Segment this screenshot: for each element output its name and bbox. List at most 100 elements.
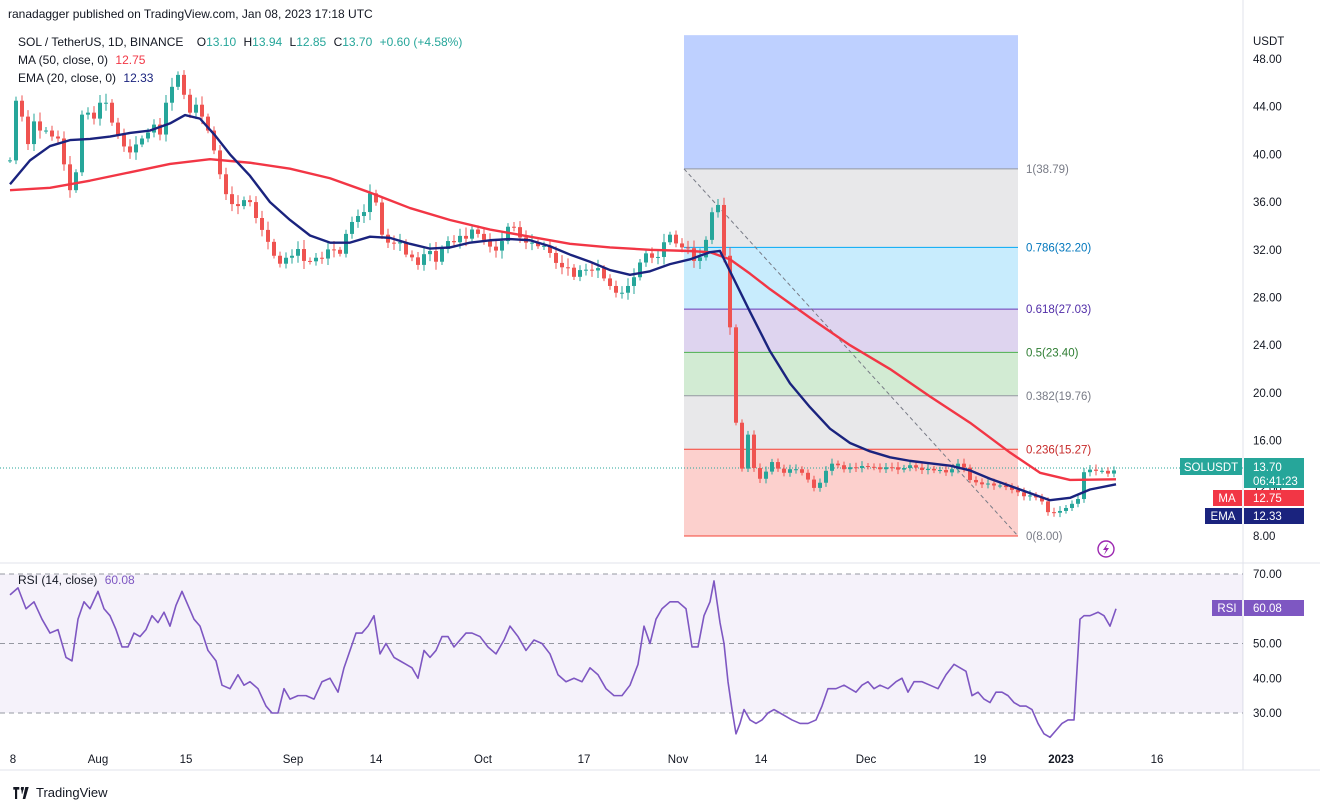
candle[interactable] xyxy=(1082,467,1086,503)
candle[interactable] xyxy=(866,463,870,470)
candle[interactable] xyxy=(872,463,876,471)
candle[interactable] xyxy=(728,247,732,335)
symbol-title[interactable]: SOL / TetherUS, 1D, BINANCE xyxy=(18,35,184,49)
candle[interactable] xyxy=(542,241,546,250)
candle[interactable] xyxy=(224,167,228,201)
candle[interactable] xyxy=(494,238,498,258)
candle[interactable] xyxy=(878,463,882,473)
candle[interactable] xyxy=(704,236,708,261)
candle[interactable] xyxy=(620,286,624,299)
candle[interactable] xyxy=(782,464,786,477)
candle[interactable] xyxy=(614,280,618,298)
candle[interactable] xyxy=(758,463,762,483)
candle[interactable] xyxy=(74,169,78,193)
candle[interactable] xyxy=(920,463,924,475)
candle[interactable] xyxy=(884,462,888,474)
candle[interactable] xyxy=(254,196,258,224)
candle[interactable] xyxy=(572,264,576,281)
candle[interactable] xyxy=(488,233,492,253)
candle[interactable] xyxy=(98,94,102,126)
candle[interactable] xyxy=(746,430,750,473)
candle[interactable] xyxy=(32,113,36,152)
candle[interactable] xyxy=(1094,464,1098,476)
candle[interactable] xyxy=(896,462,900,475)
candle[interactable] xyxy=(752,430,756,472)
candle[interactable] xyxy=(434,242,438,270)
ema-legend-label[interactable]: EMA (20, close, 0) xyxy=(18,71,117,85)
candle[interactable] xyxy=(68,155,72,198)
candle[interactable] xyxy=(194,97,198,120)
candle[interactable] xyxy=(92,106,96,125)
ma50-line[interactable] xyxy=(9,157,1117,482)
candle[interactable] xyxy=(134,136,138,160)
candle[interactable] xyxy=(230,186,234,212)
candle[interactable] xyxy=(296,241,300,263)
candle[interactable] xyxy=(1106,467,1110,477)
candle[interactable] xyxy=(842,461,846,473)
candle[interactable] xyxy=(512,221,516,232)
candle[interactable] xyxy=(86,107,90,120)
candle[interactable] xyxy=(980,478,984,488)
candle[interactable] xyxy=(470,226,474,242)
candle[interactable] xyxy=(974,476,978,486)
candle[interactable] xyxy=(734,324,738,426)
candle[interactable] xyxy=(158,118,162,141)
candle[interactable] xyxy=(290,249,294,264)
candle[interactable] xyxy=(644,248,648,267)
candle[interactable] xyxy=(890,462,894,472)
candle[interactable] xyxy=(236,195,240,215)
candle[interactable] xyxy=(1088,464,1092,477)
candle[interactable] xyxy=(668,231,672,245)
candle[interactable] xyxy=(140,135,144,148)
candle[interactable] xyxy=(50,125,54,141)
candle[interactable] xyxy=(806,469,810,483)
candle[interactable] xyxy=(278,251,282,268)
candle[interactable] xyxy=(548,240,552,258)
candle[interactable] xyxy=(170,77,174,111)
candle[interactable] xyxy=(110,99,114,126)
candle[interactable] xyxy=(206,113,210,134)
candle[interactable] xyxy=(314,252,318,266)
candle[interactable] xyxy=(62,131,66,171)
candle[interactable] xyxy=(926,463,930,475)
candle[interactable] xyxy=(410,250,414,262)
candle[interactable] xyxy=(836,460,840,469)
candle[interactable] xyxy=(830,458,834,476)
candle[interactable] xyxy=(428,243,432,262)
candle[interactable] xyxy=(818,478,822,492)
candle[interactable] xyxy=(20,95,24,122)
candle[interactable] xyxy=(590,262,594,277)
candle[interactable] xyxy=(338,246,342,257)
candle[interactable] xyxy=(242,196,246,210)
candle[interactable] xyxy=(218,145,222,180)
candle[interactable] xyxy=(932,465,936,474)
candle[interactable] xyxy=(554,246,558,269)
ma-legend-label[interactable]: MA (50, close, 0) xyxy=(18,53,109,67)
candle[interactable] xyxy=(626,278,630,300)
candle[interactable] xyxy=(1070,500,1074,512)
candle[interactable] xyxy=(176,71,180,91)
candle[interactable] xyxy=(188,88,192,119)
candle[interactable] xyxy=(674,230,678,248)
candle[interactable] xyxy=(182,70,186,100)
candle[interactable] xyxy=(104,93,108,111)
candle[interactable] xyxy=(692,240,696,268)
rsi-legend-label[interactable]: RSI (14, close) xyxy=(18,573,98,587)
candle[interactable] xyxy=(1016,485,1020,497)
candle[interactable] xyxy=(770,458,774,475)
candle[interactable] xyxy=(632,268,636,295)
rsi-line[interactable] xyxy=(9,580,1117,739)
candle[interactable] xyxy=(1052,507,1056,517)
candle[interactable] xyxy=(122,128,126,152)
candle[interactable] xyxy=(326,242,330,265)
candle[interactable] xyxy=(266,221,270,250)
candle[interactable] xyxy=(794,464,798,474)
candle[interactable] xyxy=(812,475,816,492)
candle[interactable] xyxy=(848,463,852,473)
candle[interactable] xyxy=(272,238,276,259)
candle[interactable] xyxy=(764,466,768,484)
candle[interactable] xyxy=(80,110,84,177)
candle[interactable] xyxy=(986,479,990,489)
candle[interactable] xyxy=(914,461,918,472)
candle[interactable] xyxy=(416,251,420,270)
